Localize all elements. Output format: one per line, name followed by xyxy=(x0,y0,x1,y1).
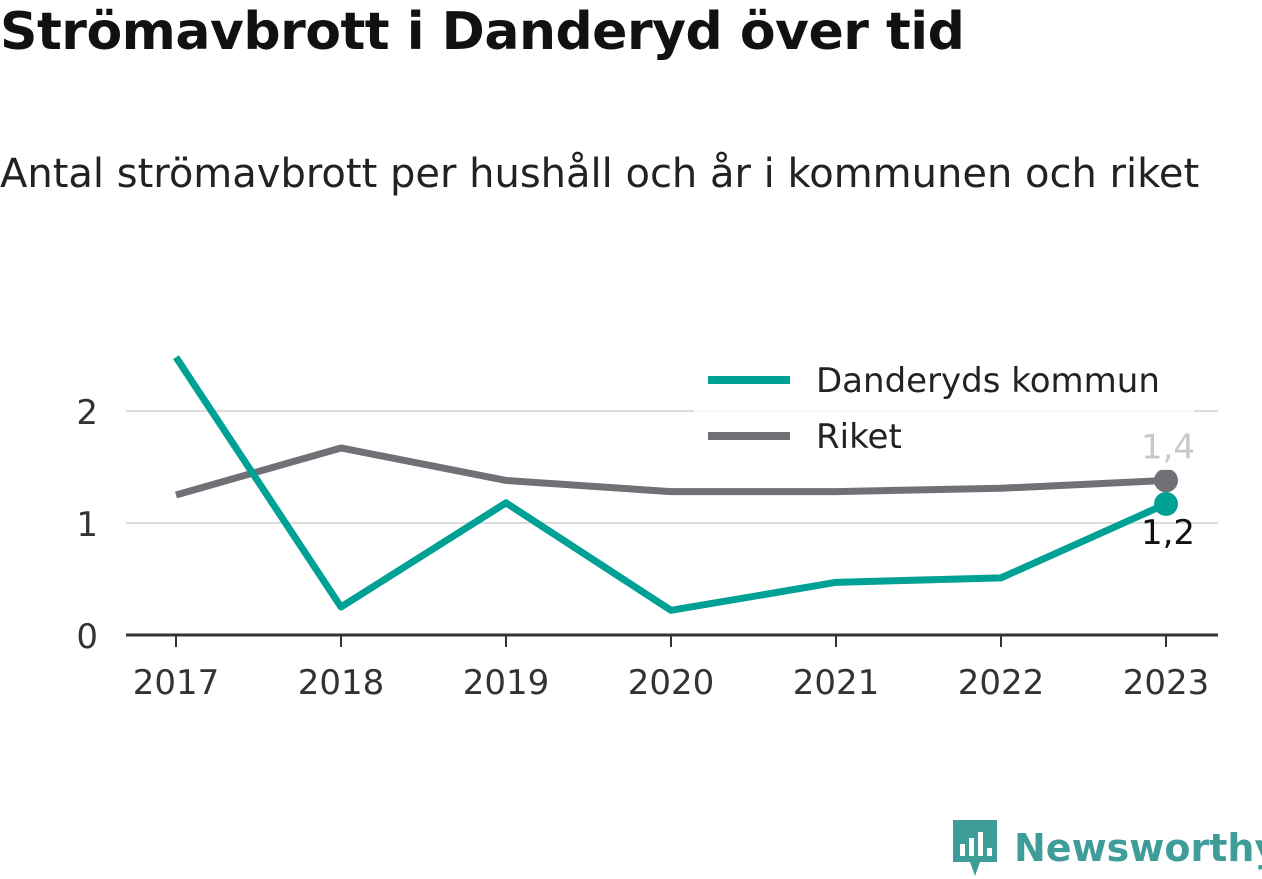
series-endpoint-riket xyxy=(1154,468,1178,493)
x-tick-label: 2023 xyxy=(1123,663,1210,703)
legend-label: Riket xyxy=(816,417,902,457)
x-tick-label: 2021 xyxy=(793,663,880,703)
x-tick-label: 2022 xyxy=(958,663,1045,703)
series-endpoint-danderyd xyxy=(1154,491,1178,516)
end-label-riket: 1,4 xyxy=(1141,427,1195,467)
legend-label: Danderyds kommun xyxy=(816,361,1160,401)
x-tick-label: 2018 xyxy=(298,663,385,703)
series-line-riket xyxy=(175,444,1167,499)
y-tick-label: 0 xyxy=(76,617,98,657)
chart-subtitle: Antal strömavbrott per hushåll och år i … xyxy=(0,151,1200,197)
x-tick-label: 2019 xyxy=(463,663,550,703)
x-tick-label: 2017 xyxy=(133,663,220,703)
brand-name: Newsworthy xyxy=(1014,826,1262,870)
series-line-danderyd xyxy=(173,355,1168,614)
y-tick-label: 2 xyxy=(76,393,98,433)
chart-title: Strömavbrott i Danderyd över tid xyxy=(0,2,965,62)
y-tick-label: 1 xyxy=(76,505,98,545)
end-label-danderyd: 1,2 xyxy=(1141,513,1195,553)
bar-chart-badge-icon xyxy=(953,820,997,876)
legend-background xyxy=(694,352,1194,470)
x-tick-label: 2020 xyxy=(628,663,715,703)
newsworthy-brand: Newsworthy xyxy=(950,818,1262,878)
